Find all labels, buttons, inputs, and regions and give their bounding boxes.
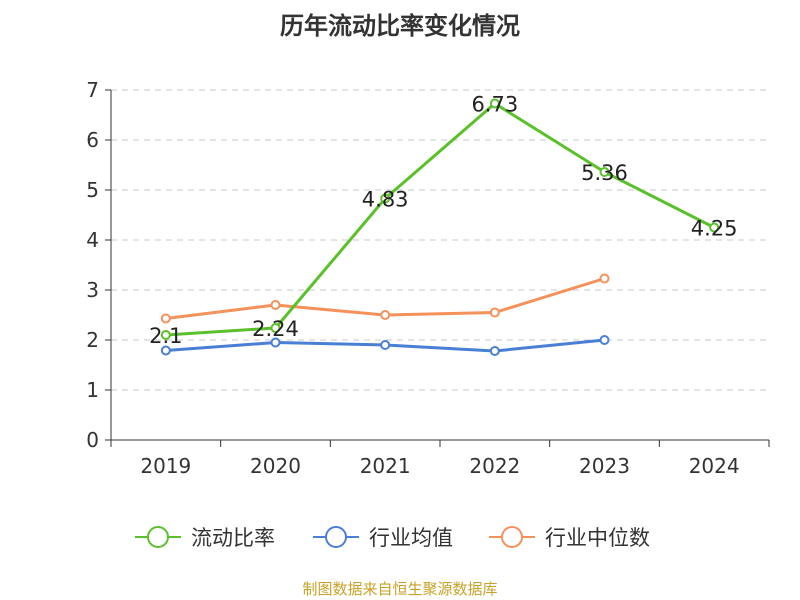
data-point (489, 307, 500, 318)
axes: 0 1 2 3 4 5 6 7 2019 2020 2021 2022 2023 2024 (86, 78, 770, 478)
data-point (160, 345, 171, 356)
y-tick-label: 6 (86, 128, 99, 152)
y-tick-label: 0 (86, 428, 99, 452)
data-point (380, 193, 391, 204)
data-point (489, 346, 500, 356)
data-point (380, 340, 391, 350)
data-point (599, 273, 610, 284)
data-point (599, 167, 610, 177)
x-tick-label: 2020 (250, 454, 301, 478)
y-tick-label: 7 (86, 78, 99, 102)
data-label: 6.73 (471, 93, 518, 117)
x-tick-label: 2023 (579, 454, 630, 478)
series-lines (160, 98, 720, 356)
y-tick-label: 2 (86, 328, 99, 352)
legend[interactable]: 流动比率 行业均值 行业中位数 (135, 526, 650, 550)
legend-label: 行业均值 (369, 526, 453, 550)
legend-marker (501, 526, 523, 548)
data-label: 5.36 (581, 161, 628, 185)
data-point (489, 98, 500, 109)
legend-marker (325, 526, 347, 548)
x-tick-label: 2022 (469, 454, 520, 478)
data-point (270, 300, 281, 310)
data-point (270, 337, 281, 348)
data-label: 4.83 (362, 188, 409, 212)
x-tick-label: 2024 (689, 454, 740, 478)
data-point (160, 313, 171, 324)
data-point (270, 323, 281, 333)
legend-marker (147, 526, 169, 548)
legend-label: 行业中位数 (545, 526, 650, 550)
grid-lines (111, 89, 769, 391)
data-point (160, 330, 171, 340)
y-tick-label: 3 (86, 278, 99, 302)
data-label: 4.25 (691, 217, 738, 241)
data-label: 2.24 (252, 317, 299, 341)
data-label: 2.1 (149, 324, 182, 348)
data-labels: 2.1 2.24 4.83 6.73 5.36 4.25 (149, 93, 737, 349)
data-point (709, 222, 720, 233)
y-tick-label: 5 (86, 178, 99, 202)
series-line (165, 102, 715, 337)
y-tick-label: 1 (86, 378, 99, 402)
legend-label: 流动比率 (191, 526, 275, 550)
data-point (380, 310, 391, 320)
x-tick-label: 2019 (140, 454, 191, 478)
data-point (599, 335, 610, 345)
source-note: 制图数据来自恒生聚源数据库 (302, 580, 498, 598)
x-tick-label: 2021 (360, 454, 411, 478)
y-tick-label: 4 (86, 228, 99, 252)
chart-title: 历年流动比率变化情况 (280, 12, 520, 40)
